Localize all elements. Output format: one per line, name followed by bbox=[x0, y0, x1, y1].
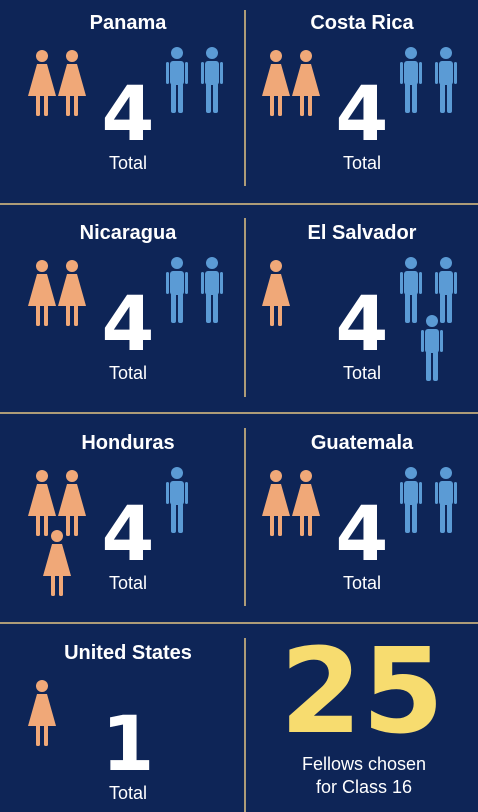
country-name: Nicaragua bbox=[80, 222, 178, 244]
total-label: Total bbox=[343, 573, 381, 593]
total-number: 4 bbox=[102, 69, 155, 158]
woman-icon bbox=[58, 260, 86, 326]
man-icon bbox=[421, 315, 443, 381]
woman-icon bbox=[262, 50, 290, 116]
woman-icon bbox=[292, 470, 320, 536]
total-number: 4 bbox=[102, 279, 155, 368]
man-icon bbox=[400, 467, 422, 533]
total-label: Total bbox=[343, 153, 381, 173]
country-name: United States bbox=[64, 642, 192, 664]
total-number: 1 bbox=[102, 699, 155, 788]
woman-icon bbox=[58, 470, 86, 536]
man-icon bbox=[435, 257, 457, 323]
man-icon bbox=[166, 47, 188, 113]
total-label: Total bbox=[109, 153, 147, 173]
total-label: Total bbox=[343, 363, 381, 383]
man-icon bbox=[201, 257, 223, 323]
man-icon bbox=[201, 47, 223, 113]
total-label: Total bbox=[109, 573, 147, 593]
fellows-caption: for Class 16 bbox=[316, 777, 412, 797]
woman-icon bbox=[28, 50, 56, 116]
total-number: 4 bbox=[336, 69, 389, 158]
total-number: 4 bbox=[102, 489, 155, 578]
man-icon bbox=[400, 47, 422, 113]
total-number: 4 bbox=[336, 489, 389, 578]
woman-icon bbox=[58, 50, 86, 116]
total-number: 4 bbox=[336, 279, 389, 368]
country-name: Guatemala bbox=[311, 432, 414, 454]
total-label: Total bbox=[109, 783, 147, 803]
man-icon bbox=[435, 467, 457, 533]
man-icon bbox=[400, 257, 422, 323]
man-icon bbox=[435, 47, 457, 113]
country-name: El Salvador bbox=[308, 222, 417, 244]
woman-icon bbox=[292, 50, 320, 116]
woman-icon bbox=[28, 470, 56, 536]
country-name: Panama bbox=[90, 12, 168, 34]
woman-icon bbox=[28, 260, 56, 326]
woman-icon bbox=[262, 470, 290, 536]
country-name: Honduras bbox=[81, 432, 174, 454]
woman-icon bbox=[262, 260, 290, 326]
woman-icon bbox=[43, 530, 71, 596]
man-icon bbox=[166, 467, 188, 533]
man-icon bbox=[166, 257, 188, 323]
fellows-caption: Fellows chosen bbox=[302, 754, 426, 774]
total-label: Total bbox=[109, 363, 147, 383]
fellows-total: 25 bbox=[280, 622, 444, 760]
country-name: Costa Rica bbox=[310, 12, 414, 34]
dividers bbox=[0, 10, 478, 812]
woman-icon bbox=[28, 680, 56, 746]
